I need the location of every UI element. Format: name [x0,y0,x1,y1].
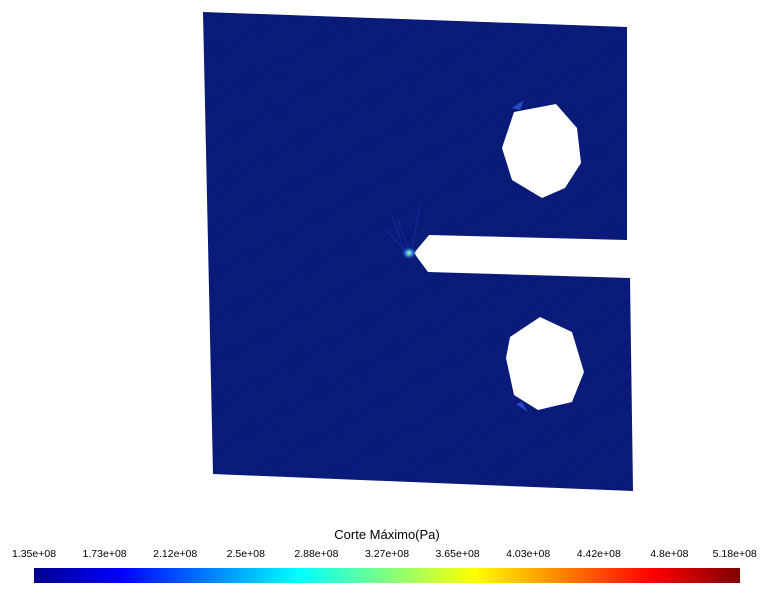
hole-edge-mark [516,402,528,412]
specimen-plot [203,12,633,491]
colorbar-tick-label: 4.8e+08 [650,548,689,560]
colorbar-tick-label: 4.03e+08 [506,548,551,560]
colorbar-tick-label: 3.65e+08 [435,548,480,560]
crack-tip-hotspot [401,246,417,260]
colorbar-tick-label: 3.27e+08 [364,548,410,560]
colorbar-tick-label: 2.88e+08 [294,548,339,560]
colorbar-tick-label: 1.35e+08 [11,548,57,560]
colorbar-tick-label: 1.73e+08 [82,548,127,560]
colorbar-tick-label: 4.42e+08 [576,548,621,560]
colorbar-tick-label: 5.18e+08 [712,548,757,560]
hole-edge-mark [512,100,524,110]
colorbar-tick-label: 2.5e+08 [226,548,265,560]
colorbar-title: Corte Máximo(Pa) [334,527,440,542]
colorbar-tick-label: 2.12e+08 [153,548,198,560]
colorbar [34,568,740,583]
fem-viewport[interactable] [0,0,774,520]
colorbar-ticks: 1.35e+08 1.73e+08 2.12e+08 2.5e+08 2.88e… [0,548,774,562]
